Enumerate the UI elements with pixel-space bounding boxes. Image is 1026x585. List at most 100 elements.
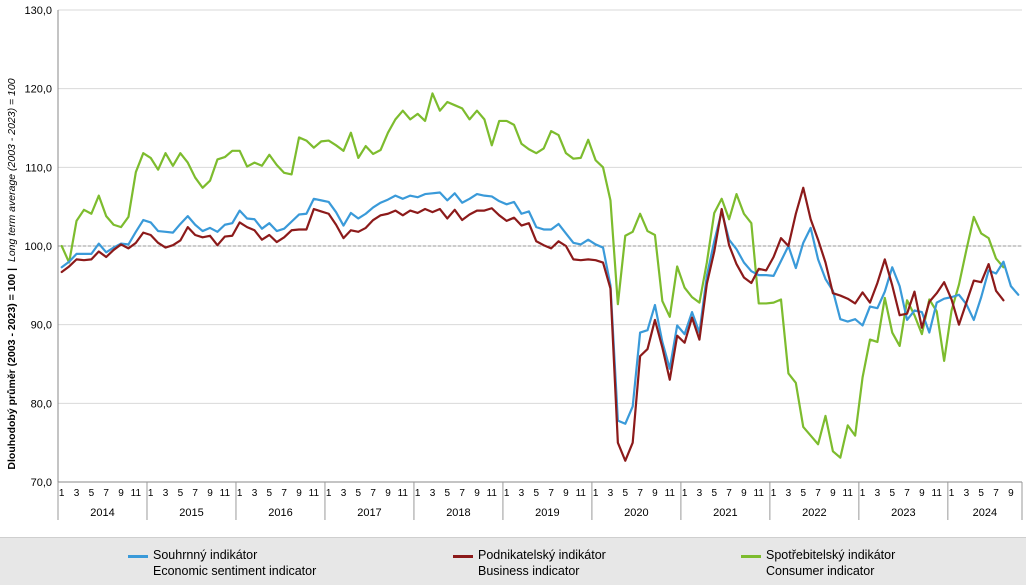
x-year-label: 2018 [446,507,470,519]
x-tick-label: 9 [207,488,213,499]
y-tick-label: 130,0 [24,5,52,17]
x-tick-label: 7 [548,488,554,499]
x-tick-label: 3 [786,488,792,499]
x-tick-label: 7 [815,488,821,499]
x-tick-label: 5 [711,488,717,499]
x-tick-label: 1 [771,488,777,499]
x-tick-label: 5 [889,488,895,499]
x-tick-label: 9 [385,488,391,499]
legend-label-en: Consumer indicator [766,564,875,578]
x-tick-label: 9 [1008,488,1014,499]
legend-label-consumer: Spotřebitelský indikátor Consumer indica… [766,547,895,579]
x-tick-label: 5 [356,488,362,499]
x-tick-label: 9 [118,488,124,499]
x-tick-label: 1 [326,488,332,499]
x-year-label: 2016 [268,507,292,519]
x-tick-label: 1 [59,488,65,499]
x-tick-label: 9 [296,488,302,499]
x-year-label: 2020 [624,507,648,519]
x-tick-label: 7 [904,488,910,499]
x-tick-label: 11 [843,488,854,499]
series-line-0 [60,191,1020,425]
x-tick-label: 7 [370,488,376,499]
y-axis-label-cz: Dlouhodobý průměr (2003 - 2023) = 100 | [6,268,18,470]
x-tick-label: 3 [519,488,525,499]
x-tick-label: 5 [445,488,451,499]
x-tick-label: 5 [800,488,806,499]
x-tick-label: 9 [741,488,747,499]
x-tick-label: 3 [697,488,703,499]
x-year-label: 2014 [90,507,114,519]
x-tick-label: 3 [964,488,970,499]
x-tick-label: 5 [178,488,184,499]
legend-label-cz: Spotřebitelský indikátor [766,548,896,562]
x-tick-label: 5 [534,488,540,499]
x-tick-label: 5 [89,488,95,499]
legend-label-cz: Podnikatelský indikátor [478,548,606,562]
y-tick-label: 70,0 [31,477,52,489]
x-tick-label: 1 [415,488,421,499]
x-tick-label: 1 [682,488,688,499]
x-tick-label: 3 [74,488,80,499]
x-year-label: 2017 [357,507,381,519]
legend-label-en: Economic sentiment indicator [153,564,317,578]
x-tick-label: 11 [754,488,765,499]
x-year-label: 2015 [179,507,203,519]
x-tick-label: 11 [131,488,142,499]
x-tick-label: 1 [237,488,243,499]
x-tick-label: 7 [993,488,999,499]
x-tick-label: 1 [593,488,599,499]
y-tick-label: 90,0 [31,320,52,332]
x-tick-label: 7 [192,488,198,499]
legend-swatch-consumer [741,555,761,558]
x-tick-label: 5 [978,488,984,499]
legend-swatch-business [453,555,473,558]
x-tick-label: 11 [220,488,231,499]
x-tick-label: 7 [103,488,109,499]
x-tick-label: 11 [665,488,676,499]
x-tick-label: 11 [576,488,587,499]
x-tick-label: 7 [637,488,643,499]
series-lines [60,92,1020,462]
legend-label-cz: Souhrnný indikátor [153,548,258,562]
x-tick-label: 5 [267,488,273,499]
legend-swatch-economic-sentiment [128,555,148,558]
x-tick-label: 1 [504,488,510,499]
y-axis-label: Dlouhodobý průměr (2003 - 2023) = 100 | … [6,78,18,469]
x-tick-label: 3 [608,488,614,499]
y-axis: 70,0 80,0 90,0 100,0 110,0 120,0 130,0 [24,5,59,489]
x-tick-label: 3 [430,488,436,499]
x-tick-label: 3 [341,488,347,499]
x-tick-label: 11 [487,488,498,499]
x-tick-label: 1 [949,488,955,499]
x-tick-label: 9 [474,488,480,499]
x-tick-label: 5 [622,488,628,499]
x-tick-label: 9 [652,488,658,499]
legend-label-economic-sentiment: Souhrnný indikátor Economic sentiment in… [153,547,316,579]
x-tick-label: 9 [563,488,569,499]
x-tick-label: 3 [875,488,881,499]
x-tick-label: 11 [932,488,943,499]
legend: Souhrnný indikátor Economic sentiment in… [0,537,1026,585]
x-tick-label: 11 [398,488,409,499]
x-tick-label: 7 [281,488,287,499]
x-year-label: 2022 [802,507,826,519]
x-tick-label: 9 [919,488,925,499]
x-year-label: 2021 [713,507,737,519]
series-line-2 [60,92,1005,459]
legend-label-en: Business indicator [478,564,580,578]
x-year-label: 2023 [891,507,915,519]
x-tick-label: 3 [163,488,169,499]
x-year-label: 2024 [973,507,997,519]
y-tick-label: 80,0 [31,398,52,410]
y-tick-label: 110,0 [25,162,52,174]
series-line-1 [60,186,1005,462]
x-tick-label: 7 [726,488,732,499]
y-tick-label: 120,0 [24,84,52,96]
x-tick-label: 9 [830,488,836,499]
x-axis: 1 3 5 7 9 11 1 3 5 7 9 11 1 3 5 7 9 11 1 3 5 7 9 11 1 3 5 7 9 11 1 3 5 7 9… [57,481,1023,520]
legend-label-business: Podnikatelský indikátor Business indicat… [478,547,606,579]
plot-background [0,0,1026,537]
y-tick-label: 100,0 [24,241,52,253]
